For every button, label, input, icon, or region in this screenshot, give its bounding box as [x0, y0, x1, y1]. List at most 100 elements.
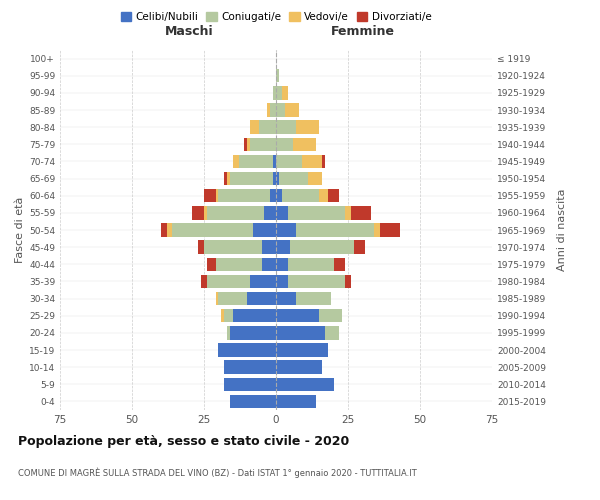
Bar: [262, 258, 276, 271]
Bar: [250, 120, 259, 134]
Bar: [276, 292, 296, 306]
Bar: [276, 394, 316, 408]
Bar: [296, 224, 374, 236]
Bar: [265, 206, 276, 220]
Bar: [224, 172, 227, 186]
Bar: [204, 206, 207, 220]
Bar: [374, 224, 380, 236]
Bar: [227, 172, 230, 186]
Y-axis label: Fasce di età: Fasce di età: [15, 197, 25, 263]
Bar: [230, 172, 273, 186]
Text: Maschi: Maschi: [165, 25, 214, 38]
Bar: [247, 292, 276, 306]
Bar: [276, 69, 279, 82]
Bar: [239, 154, 273, 168]
Bar: [218, 292, 247, 306]
Bar: [207, 274, 250, 288]
Bar: [284, 104, 299, 117]
Bar: [172, 224, 253, 236]
Bar: [227, 326, 230, 340]
Bar: [296, 292, 331, 306]
Bar: [345, 206, 351, 220]
Bar: [276, 120, 296, 134]
Bar: [319, 309, 342, 322]
Bar: [161, 224, 167, 236]
Bar: [224, 309, 233, 322]
Bar: [334, 258, 345, 271]
Bar: [345, 274, 351, 288]
Bar: [215, 189, 218, 202]
Bar: [273, 172, 276, 186]
Bar: [207, 206, 265, 220]
Bar: [167, 224, 172, 236]
Bar: [273, 86, 276, 100]
Bar: [204, 189, 215, 202]
Bar: [250, 274, 276, 288]
Bar: [273, 154, 276, 168]
Bar: [319, 189, 328, 202]
Bar: [308, 172, 322, 186]
Bar: [270, 104, 276, 117]
Bar: [259, 120, 276, 134]
Bar: [287, 274, 345, 288]
Bar: [282, 86, 287, 100]
Bar: [276, 258, 287, 271]
Bar: [351, 206, 371, 220]
Bar: [224, 378, 276, 391]
Bar: [279, 172, 308, 186]
Bar: [233, 309, 276, 322]
Bar: [328, 189, 340, 202]
Bar: [250, 138, 276, 151]
Bar: [230, 394, 276, 408]
Bar: [276, 326, 325, 340]
Legend: Celibi/Nubili, Coniugati/e, Vedovi/e, Divorziati/e: Celibi/Nubili, Coniugati/e, Vedovi/e, Di…: [116, 8, 436, 26]
Bar: [325, 326, 340, 340]
Bar: [276, 378, 334, 391]
Bar: [276, 360, 322, 374]
Bar: [201, 274, 207, 288]
Bar: [302, 154, 322, 168]
Bar: [276, 224, 296, 236]
Bar: [276, 344, 328, 356]
Bar: [380, 224, 400, 236]
Text: Femmine: Femmine: [331, 25, 394, 38]
Bar: [247, 138, 250, 151]
Bar: [287, 258, 334, 271]
Text: COMUNE DI MAGRÈ SULLA STRADA DEL VINO (BZ) - Dati ISTAT 1° gennaio 2020 - TUTTIT: COMUNE DI MAGRÈ SULLA STRADA DEL VINO (B…: [18, 468, 417, 478]
Bar: [276, 86, 282, 100]
Bar: [268, 104, 270, 117]
Bar: [296, 120, 319, 134]
Bar: [224, 360, 276, 374]
Bar: [193, 206, 204, 220]
Bar: [290, 240, 354, 254]
Bar: [233, 154, 239, 168]
Bar: [276, 154, 302, 168]
Bar: [207, 258, 215, 271]
Bar: [276, 309, 319, 322]
Bar: [221, 309, 224, 322]
Bar: [276, 189, 282, 202]
Bar: [262, 240, 276, 254]
Bar: [218, 189, 270, 202]
Bar: [253, 224, 276, 236]
Y-axis label: Anni di nascita: Anni di nascita: [557, 188, 567, 271]
Bar: [276, 240, 290, 254]
Bar: [322, 154, 325, 168]
Text: Popolazione per età, sesso e stato civile - 2020: Popolazione per età, sesso e stato civil…: [18, 435, 349, 448]
Bar: [354, 240, 365, 254]
Bar: [287, 206, 345, 220]
Bar: [282, 189, 319, 202]
Bar: [276, 172, 279, 186]
Bar: [270, 189, 276, 202]
Bar: [218, 344, 276, 356]
Bar: [198, 240, 204, 254]
Bar: [276, 104, 284, 117]
Bar: [276, 274, 287, 288]
Bar: [276, 206, 287, 220]
Bar: [244, 138, 247, 151]
Bar: [230, 326, 276, 340]
Bar: [204, 240, 262, 254]
Bar: [215, 292, 218, 306]
Bar: [215, 258, 262, 271]
Bar: [276, 138, 293, 151]
